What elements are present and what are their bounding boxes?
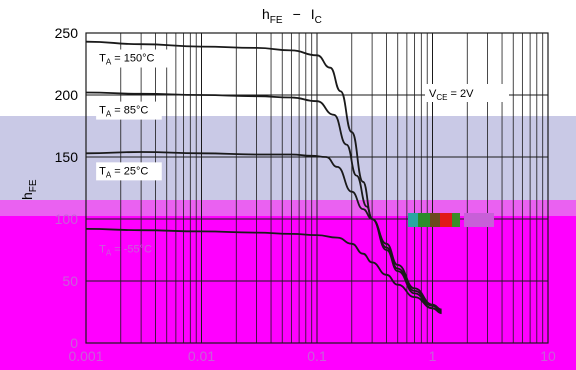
chart-title: hFE − IC [262,6,322,26]
render-artifact [408,213,498,231]
x-tick-label: 0.001 [68,348,103,364]
y-axis-label: hFE [19,179,39,200]
plot-frame [85,32,549,344]
y-tick-label: 50 [62,273,78,289]
curve-label-bg [96,101,162,120]
curve-label: TA = -55°C [99,243,152,257]
x-tick-label: 1 [429,348,437,364]
y-tick-label: 0 [70,335,78,351]
series-line [85,228,442,313]
y-tick-label: 200 [55,87,79,103]
chart-grid [85,32,549,344]
curve-label: TA = 150°C [99,53,154,67]
y-tick-label: 150 [55,149,79,165]
curve-label: TA = 85°C [99,105,148,119]
curve-label: TA = 25°C [99,165,148,179]
curve-label-bg [96,162,162,181]
series-line [85,151,442,311]
lavender-overlay-band [0,116,576,200]
x-tick-label: 0.1 [307,348,327,364]
chart-curves [85,40,442,315]
curve-label-bg [96,49,169,68]
chart-axes: 0 50 100 150 200 250 0.001 0.01 0.1 1 10 [55,25,556,364]
vce-annotation-text: VCE = 2V [429,88,474,102]
y-tick-label: 100 [55,211,79,227]
chart-curve-labels: TA = 150°C TA = 85°C TA = 25°C TA = -55°C [96,49,169,257]
x-tick-label: 0.01 [188,348,215,364]
vce-annotation-bg [425,84,509,102]
x-tick-label: 10 [540,348,556,364]
series-line [85,91,442,312]
vce-annotation: VCE = 2V [425,84,509,102]
series-line [85,40,442,315]
y-tick-label: 250 [55,25,79,41]
